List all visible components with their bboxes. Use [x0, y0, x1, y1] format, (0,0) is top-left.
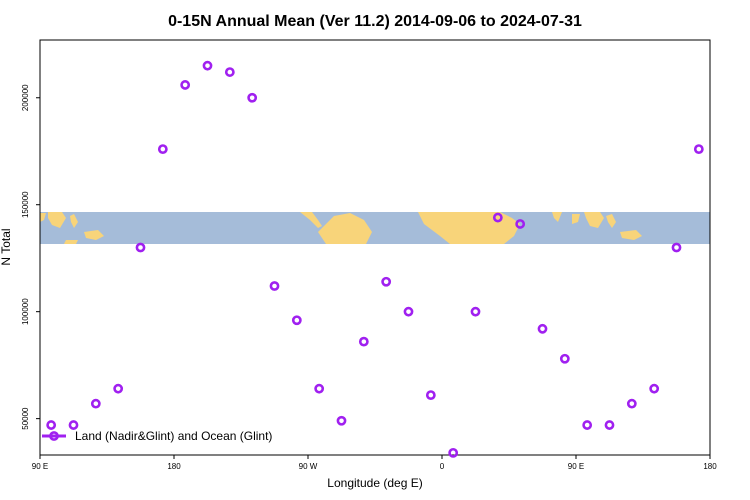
land-borneo-repeat: [584, 212, 604, 228]
data-point: [336, 415, 347, 426]
data-point: [582, 420, 593, 430]
x-tick-label: 0: [440, 462, 445, 471]
data-point: [381, 276, 392, 287]
x-tick-label: 90 W: [299, 462, 318, 471]
plot-frame: [39, 39, 711, 456]
y-tick-label: 200000: [21, 84, 30, 111]
land-central-america: [300, 212, 322, 228]
data-point: [537, 323, 548, 334]
y-tick-label: 100000: [21, 298, 30, 325]
x-tick-label: 90 E: [32, 462, 48, 471]
data-point: [358, 336, 369, 347]
legend-label: Land (Nadir&Glint) and Ocean (Glint): [75, 429, 272, 443]
data-point: [135, 242, 146, 253]
data-point: [291, 315, 302, 326]
data-point: [269, 281, 280, 291]
data-point: [46, 420, 57, 430]
data-point: [693, 144, 704, 154]
x-tick-label: 90 E: [568, 462, 584, 471]
data-point: [314, 383, 325, 394]
land-sumatra: [40, 213, 46, 222]
land-borneo: [48, 212, 66, 228]
data-point: [425, 390, 436, 401]
data-point: [113, 383, 124, 394]
land-india: [552, 212, 562, 222]
data-point: [68, 420, 79, 430]
data-point: [671, 242, 682, 253]
data-point: [515, 219, 526, 229]
data-point: [224, 67, 235, 77]
chart-title: 0-15N Annual Mean (Ver 11.2) 2014-09-06 …: [168, 13, 582, 30]
data-point: [90, 398, 101, 409]
background-map: [40, 212, 710, 244]
data-points: [46, 60, 704, 458]
land-sulawesi-repeat: [606, 214, 616, 228]
y-axis: 50000 100000 150000 200000: [21, 84, 40, 430]
data-point: [492, 212, 503, 223]
legend-marker: [49, 431, 59, 441]
y-tick-label: 50000: [21, 407, 30, 430]
data-point: [626, 398, 637, 409]
land-new-guinea-repeat: [620, 230, 642, 240]
data-point: [403, 306, 414, 317]
data-point: [157, 144, 168, 154]
data-point: [247, 92, 258, 103]
data-point: [202, 60, 213, 71]
data-point: [180, 80, 191, 90]
x-axis-label: Longitude (deg E): [327, 476, 422, 490]
data-point: [559, 353, 570, 364]
x-tick-label: 180: [703, 462, 717, 471]
data-point: [649, 383, 660, 394]
data-point: [448, 447, 459, 458]
land-sulawesi: [70, 214, 78, 228]
legend: Land (Nadir&Glint) and Ocean (Glint): [42, 429, 272, 443]
x-tick-label: 180: [167, 462, 181, 471]
y-tick-label: 150000: [21, 191, 30, 218]
data-point: [470, 306, 481, 317]
y-axis-label: N Total: [0, 228, 13, 265]
land-sumatra-repeat: [572, 214, 580, 224]
data-point: [604, 420, 615, 430]
land-new-guinea: [84, 230, 104, 240]
x-axis: 90 E 180 90 W 0 90 E 180: [32, 455, 717, 471]
land-south-america: [318, 213, 372, 244]
land-timor: [64, 240, 78, 244]
